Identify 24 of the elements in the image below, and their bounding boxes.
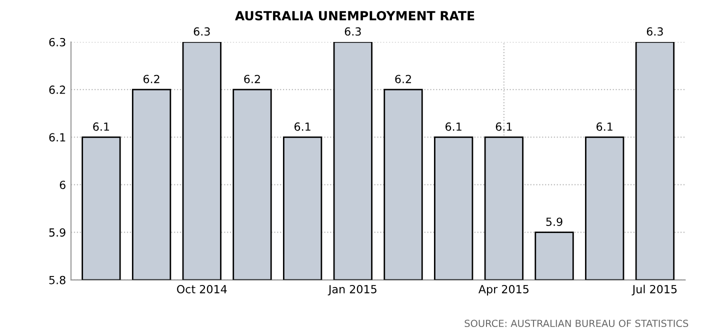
data-label: 6.1 xyxy=(93,122,110,131)
data-label: 6.2 xyxy=(143,74,160,84)
x-tick-label: Oct 2014 xyxy=(176,284,227,294)
data-label: 6.2 xyxy=(395,74,411,84)
data-label: 6.3 xyxy=(194,27,210,36)
y-tick-label: 5.9 xyxy=(49,228,66,237)
y-tick-label: 6.2 xyxy=(49,86,66,94)
x-tick-label: Jul 2015 xyxy=(632,284,677,296)
chart-title: AUSTRALIA UNEMPLOYMENT RATE xyxy=(235,10,474,20)
y-tick-label: 6.1 xyxy=(49,133,66,142)
x-tick-label: Jan 2015 xyxy=(328,284,376,296)
data-label: 6.1 xyxy=(496,122,512,131)
data-label: 6.3 xyxy=(646,27,663,36)
data-label: 6.2 xyxy=(244,74,260,84)
data-label: 6.1 xyxy=(294,122,310,131)
source-note: SOURCE: AUSTRALIAN BUREAU OF STATISTICS xyxy=(464,320,688,328)
data-label: 6.3 xyxy=(344,27,361,36)
data-label: 6.1 xyxy=(596,122,612,131)
y-tick-label: 6.3 xyxy=(49,38,66,46)
x-tick-label: Apr 2015 xyxy=(478,284,528,296)
data-label: 6.1 xyxy=(446,122,462,131)
data-label: 5.9 xyxy=(546,218,562,226)
y-tick-label: 5.8 xyxy=(49,276,66,284)
y-tick-label: 6 xyxy=(60,180,66,190)
